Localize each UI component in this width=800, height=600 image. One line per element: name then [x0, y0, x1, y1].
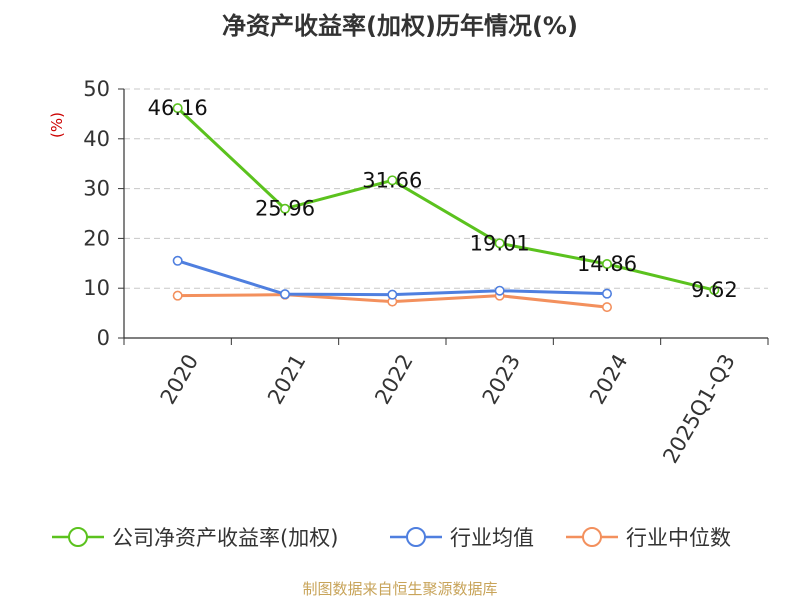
x-tick-label: 2025Q1-Q3	[658, 350, 740, 467]
x-tick-label: 2023	[478, 350, 526, 408]
y-tick-label: 20	[83, 226, 110, 250]
series-1	[172, 103, 720, 296]
data-point	[494, 285, 505, 296]
axes	[118, 88, 769, 345]
series-2	[172, 255, 612, 300]
data-point	[172, 255, 183, 266]
data-point	[279, 203, 290, 214]
x-tick-label: 2020	[156, 350, 204, 408]
data-point	[709, 285, 720, 296]
series-lines	[172, 103, 720, 313]
legend-marker-icon	[52, 527, 104, 547]
legend-marker-icon	[566, 527, 618, 547]
x-tick-label: 2024	[585, 350, 633, 408]
legend-item-3[interactable]: 行业中位数	[566, 521, 731, 553]
legend-label: 公司净资产收益率(加权)	[112, 526, 339, 550]
y-axis-label: (%)	[48, 112, 66, 138]
data-point	[172, 290, 183, 301]
x-tick-labels: 2020 2021 2022 2023 2024 2025Q1-Q3	[156, 350, 740, 467]
line-chart: 0 10 20 30 40 50 2020 2021 2022 2023 2024 2025Q1-Q…	[48, 77, 769, 467]
series-line	[176, 107, 715, 292]
data-label: 14.86	[577, 252, 637, 276]
data-point	[279, 289, 290, 300]
data-point	[601, 288, 612, 299]
x-tick-label: 2022	[370, 350, 418, 408]
legend-label: 行业均值	[450, 526, 534, 550]
data-label: 25.96	[255, 197, 315, 221]
data-label: 19.01	[470, 231, 530, 255]
data-point	[494, 238, 505, 249]
legend-item-2[interactable]: 行业均值	[390, 521, 534, 553]
legend-marker-icon	[390, 527, 442, 547]
data-point	[387, 175, 398, 186]
series-line	[177, 259, 608, 297]
data-point	[172, 103, 183, 114]
legend-item-1[interactable]: 公司净资产收益率(加权)	[52, 521, 338, 553]
data-point	[387, 289, 398, 300]
chart-title: 净资产收益率(加权)历年情况(%)	[222, 12, 578, 40]
data-label: 31.66	[362, 168, 422, 192]
data-point	[601, 258, 612, 269]
legend-label: 行业中位数	[626, 526, 731, 550]
grid-lines	[124, 88, 768, 289]
y-tick-label: 10	[83, 276, 110, 300]
data-label: 46.16	[148, 96, 208, 120]
y-tick-labels: 0 10 20 30 40 50	[83, 77, 110, 350]
y-tick-label: 50	[83, 77, 110, 101]
data-point	[601, 302, 612, 313]
data-labels: 46.16 25.96 31.66 19.01 14.86 9.62	[148, 96, 738, 302]
y-tick-label: 0	[97, 326, 110, 350]
legend: 公司净资产收益率(加权) 行业均值 行业中位数	[0, 521, 800, 553]
y-tick-label: 30	[83, 177, 110, 201]
y-tick-label: 40	[83, 127, 110, 151]
data-label: 9.62	[691, 278, 738, 302]
source-note: 制图数据来自恒生聚源数据库	[302, 580, 498, 598]
x-tick-label: 2021	[263, 350, 311, 408]
